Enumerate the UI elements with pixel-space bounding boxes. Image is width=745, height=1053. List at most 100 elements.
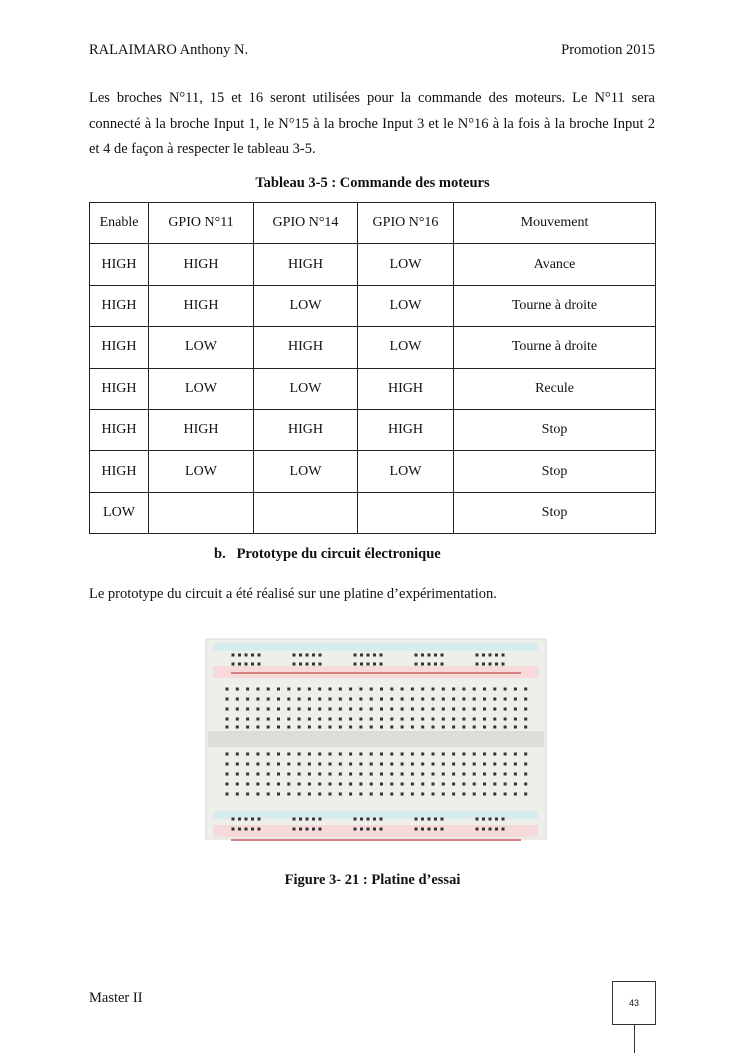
table-cell: HIGH: [253, 326, 358, 369]
breadboard-hole: [421, 707, 425, 711]
breadboard-hole: [421, 725, 425, 729]
breadboard-hole: [390, 725, 394, 729]
breadboard-hole: [225, 792, 229, 796]
breadboard-hole: [235, 707, 239, 711]
breadboard-hole: [483, 792, 486, 796]
breadboard-hole: [328, 707, 332, 711]
breadboard-hole: [441, 782, 445, 786]
breadboard-hole: [452, 687, 456, 691]
breadboard-hole: [246, 717, 250, 721]
breadboard-hole: [472, 782, 476, 786]
breadboard-hole: [524, 792, 528, 796]
breadboard-hole: [318, 707, 322, 711]
breadboard-hole: [427, 662, 431, 666]
breadboard-hole: [390, 762, 394, 766]
breadboard-hole: [225, 782, 229, 786]
breadboard-hole: [318, 772, 322, 776]
rail-red-line: [231, 672, 521, 674]
table-cell: HIGH: [89, 326, 149, 369]
breadboard-hole: [305, 817, 309, 821]
table-cell: Avance: [453, 243, 656, 286]
breadboard-hole: [441, 717, 445, 721]
breadboard-hole: [379, 662, 383, 666]
breadboard-hole: [452, 772, 456, 776]
breadboard-hole: [277, 687, 280, 691]
breadboard-hole: [379, 817, 383, 821]
breadboard-hole: [338, 717, 342, 721]
breadboard-hole: [501, 662, 505, 666]
breadboard-hole: [434, 662, 437, 666]
breadboard-hole: [501, 827, 505, 831]
breadboard-hole: [503, 707, 507, 711]
breadboard-hole: [369, 697, 373, 701]
breadboard-hole: [452, 762, 456, 766]
breadboard-hole: [297, 697, 301, 701]
breadboard-hole: [318, 717, 322, 721]
breadboard-hole: [369, 725, 373, 729]
breadboard-hole: [338, 707, 342, 711]
breadboard-hole: [452, 752, 456, 756]
breadboard-hole: [244, 662, 248, 666]
breadboard-hole: [235, 762, 239, 766]
breadboard-hole: [297, 792, 301, 796]
table-cell: LOW: [357, 326, 454, 369]
table-header-cell: GPIO N°14: [253, 201, 358, 245]
table-cell: LOW: [357, 450, 454, 493]
breadboard-hole: [410, 697, 414, 701]
breadboard-hole: [488, 653, 492, 657]
breadboard-hole: [312, 662, 315, 666]
breadboard-hole: [472, 792, 476, 796]
center-channel: [208, 731, 544, 747]
breadboard-hole: [390, 697, 394, 701]
breadboard-hole: [256, 707, 260, 711]
breadboard-hole: [524, 782, 528, 786]
breadboard-hole: [493, 762, 497, 766]
breadboard-hole: [251, 653, 254, 657]
breadboard-hole: [266, 687, 270, 691]
breadboard-hole: [231, 653, 235, 657]
breadboard-hole: [299, 827, 302, 831]
breadboard-hole: [318, 782, 322, 786]
breadboard-hole: [307, 725, 311, 729]
breadboard-hole: [524, 697, 528, 701]
breadboard-hole: [493, 782, 497, 786]
breadboard-hole: [503, 697, 507, 701]
breadboard-hole: [353, 662, 357, 666]
breadboard-hole: [225, 752, 229, 756]
breadboard-hole: [318, 752, 322, 756]
breadboard-hole: [495, 662, 498, 666]
table-cell: Tourne à droite: [453, 326, 656, 369]
table-row: HIGH HIGH LOW LOW Tourne à droite: [89, 284, 656, 328]
table-row: LOW Stop: [89, 491, 656, 535]
breadboard-hole: [503, 782, 507, 786]
breadboard-hole: [431, 697, 435, 701]
breadboard-hole: [472, 762, 476, 766]
breadboard-hole: [266, 697, 270, 701]
breadboard-hole: [431, 752, 435, 756]
breadboard-hole: [366, 817, 370, 821]
breadboard-hole: [359, 697, 363, 701]
breadboard-hole: [256, 782, 260, 786]
breadboard-hole: [472, 697, 476, 701]
breadboard-hole: [452, 782, 456, 786]
breadboard-hole: [488, 827, 492, 831]
breadboard-hole: [299, 653, 302, 657]
breadboard-hole: [235, 697, 239, 701]
breadboard-hole: [349, 762, 353, 766]
breadboard-hole: [410, 772, 414, 776]
table-header-cell: Mouvement: [453, 201, 656, 245]
breadboard-hole: [380, 762, 383, 766]
breadboard-hole: [421, 752, 425, 756]
breadboard-hole: [421, 717, 425, 721]
breadboard-hole: [366, 662, 370, 666]
motor-control-table: Enable GPIO N°11 GPIO N°14 GPIO N°16 Mouveme…: [89, 201, 656, 535]
breadboard-hole: [292, 662, 296, 666]
breadboard-hole: [257, 662, 261, 666]
breadboard-hole: [475, 817, 479, 821]
page-number: 43: [612, 981, 656, 1025]
breadboard-hole: [495, 653, 498, 657]
breadboard-hole: [390, 752, 394, 756]
breadboard-hole: [287, 717, 291, 721]
breadboard-hole: [338, 697, 342, 701]
table-cell: HIGH: [253, 243, 358, 286]
